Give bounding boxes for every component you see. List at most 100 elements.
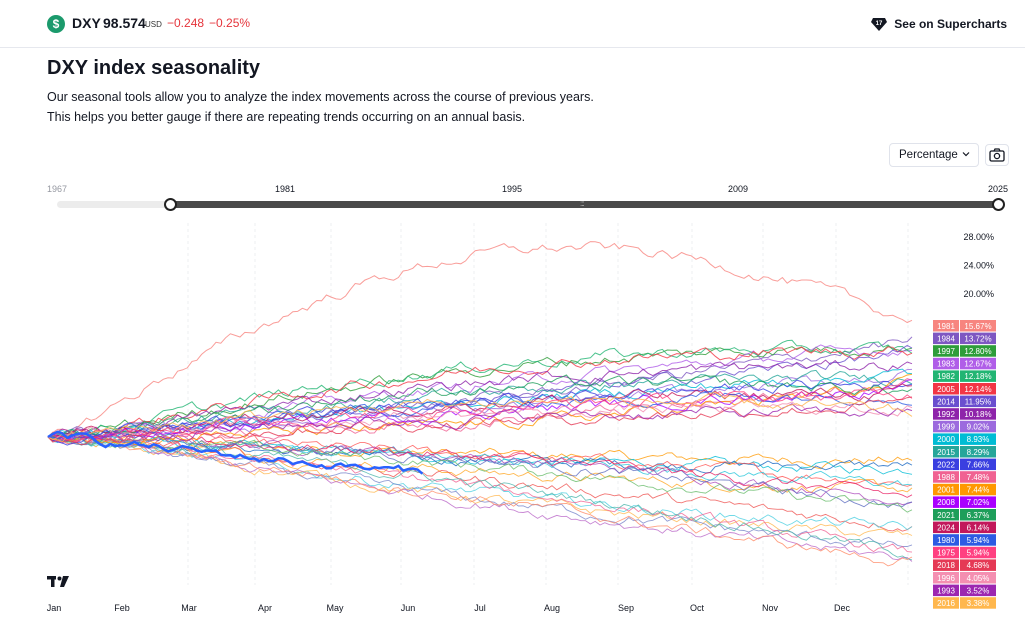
legend-value-swatch [960,559,996,571]
legend-year-swatch [933,395,959,408]
legend-value-swatch [960,521,996,534]
legend-value-label: 13.72% [964,334,991,343]
x-tick-label: Mar [181,603,197,613]
legend-year-label: 1984 [937,334,955,343]
x-tick-label: Nov [762,603,779,613]
range-end-handle[interactable] [992,198,1005,211]
legend-year-swatch [933,471,959,483]
legend-year-label: 1988 [937,473,955,482]
background-series-line [48,431,913,498]
legend-year-label: 1996 [937,574,955,583]
legend-year-label: 1975 [937,549,955,558]
legend-year-swatch [933,433,959,445]
background-series-line [47,431,913,567]
camera-icon [989,148,1005,162]
legend-value-swatch [960,420,996,433]
legend-year-label: 2005 [937,385,955,394]
ticker-price: 98.574 [103,15,146,31]
range-start-handle[interactable] [164,198,177,211]
svg-text:17: 17 [876,21,883,27]
see-on-supercharts-button[interactable]: 17 See on Supercharts [870,14,1007,34]
background-series-line [47,433,913,553]
legend-year-label: 1981 [937,322,955,331]
legend-value-label: 10.18% [964,410,991,419]
ticker-change: −0.248 [167,16,205,30]
legend-value-swatch [960,357,996,370]
supercharts-diamond-icon: 17 [871,18,888,31]
legend-year-swatch [933,357,959,370]
series-line [47,374,913,440]
y-tick-label: 20.00% [963,289,994,299]
background-series-line [47,431,913,508]
legend-year-swatch [933,332,959,345]
series-line [47,391,913,443]
legend-year-swatch [933,370,959,382]
legend-year-label: 1980 [937,536,955,545]
legend-value-label: 8.29% [967,448,990,457]
legend-year-label: 1983 [937,360,955,369]
y-tick-label: 28.00% [963,232,994,242]
x-tick-label: Feb [114,603,130,613]
legend-value-label: 7.44% [967,486,990,495]
legend-value-label: 4.05% [967,574,990,583]
background-series-line [47,433,913,537]
series-line [47,241,913,438]
legend-year-swatch [933,446,959,458]
legend-value-label: 12.18% [964,372,991,381]
legend-year-label: 2015 [937,448,955,457]
legend-value-label: 15.67% [964,322,991,331]
legend-value-swatch [960,546,996,559]
legend-value-label: 9.02% [967,423,990,432]
screenshot-button[interactable] [985,144,1009,166]
legend-value-swatch [960,408,996,420]
legend-year-swatch [933,546,959,559]
series-line [47,403,913,442]
legend-year-swatch [933,509,959,521]
mode-select-value: Percentage [899,149,958,161]
legend-value-label: 3.38% [967,599,990,608]
year-range-selected[interactable] [170,201,999,208]
legend-value-label: 12.67% [964,360,991,369]
x-tick-label: Sep [618,603,634,613]
legend-value-swatch [960,446,996,458]
legend-year-label: 2014 [937,397,955,406]
description-line-2: This helps you better gauge if there are… [47,110,526,124]
background-series-line [47,435,913,561]
legend-value-label: 7.48% [967,473,990,482]
background-series-line [47,435,913,562]
legend-year-label: 1993 [937,586,955,595]
legend-year-label: 2022 [937,460,955,469]
legend-value-swatch [960,370,996,382]
background-series-line [47,436,913,531]
legend-value-label: 6.14% [967,523,990,532]
grip-icon[interactable]: ::: [580,199,585,208]
legend-value-swatch [960,597,996,609]
y-tick-label: 24.00% [963,261,994,271]
year-label: 2009 [727,184,749,194]
legend-year-swatch [933,559,959,571]
mode-select[interactable]: Percentage [889,143,979,167]
page-title: DXY index seasonality [47,57,261,79]
legend-year-swatch [933,458,959,471]
legend-year-swatch [933,572,959,584]
x-tick-label: Apr [258,603,272,613]
series-line [47,345,913,439]
background-series-line [47,434,913,513]
x-tick-label: Jun [401,603,416,613]
year-label: 1995 [501,184,523,194]
ticker-symbol[interactable]: DXY [72,15,101,31]
legend-value-swatch [960,584,996,597]
year-label-start: 1967 [46,184,68,194]
legend-year-label: 2001 [937,486,955,495]
legend-value-swatch [960,509,996,521]
legend-year-label: 2008 [937,498,955,507]
legend-year-swatch [933,483,959,496]
legend-value-swatch [960,572,996,584]
legend-value-label: 7.02% [967,498,990,507]
x-tick-label: Oct [690,603,705,613]
legend-year-swatch [933,496,959,508]
x-tick-label: Jan [47,603,62,613]
legend-value-label: 5.94% [967,536,990,545]
dollar-circle-icon: $ [47,15,65,33]
seasonality-chart[interactable]: 28.00% 24.00% 20.00% Jan Feb Mar Apr May Jun Jul A… [0,215,1025,626]
